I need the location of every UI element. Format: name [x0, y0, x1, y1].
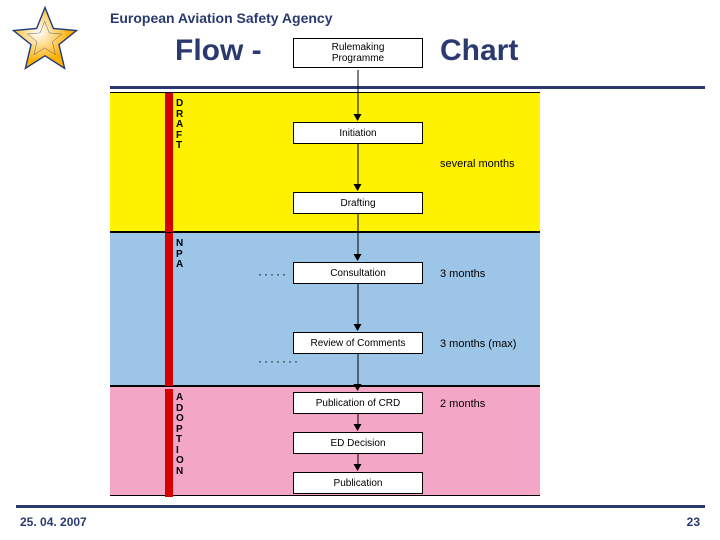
header-rule: [110, 86, 705, 89]
arrow-0: [358, 70, 359, 120]
phase-redbar-draft: [165, 93, 173, 233]
title-left: Flow -: [175, 34, 262, 68]
arrow-3: [358, 284, 359, 330]
phase-label-adopt: A D O P T I O N: [176, 393, 184, 477]
step-box-5: Publication of CRD: [293, 392, 423, 414]
dots-0: ·····: [258, 267, 288, 281]
timing-3: 2 months: [440, 398, 485, 410]
phase-redbar-adopt: [165, 389, 173, 497]
step-box-7: Publication: [293, 472, 423, 494]
title-right: Chart: [440, 34, 518, 68]
phase-band-npa: N P A: [110, 232, 540, 386]
timing-0: several months: [440, 158, 515, 170]
phase-label-npa: N P A: [176, 239, 183, 271]
step-box-2: Drafting: [293, 192, 423, 214]
timing-2: 3 months (max): [440, 338, 516, 350]
footer-rule: [16, 505, 705, 508]
phase-redbar-npa: [165, 233, 173, 387]
step-box-4: Review of Comments: [293, 332, 423, 354]
flowchart-area: D R A F TN P AA D O P T I O NRulemaking …: [110, 92, 540, 496]
step-box-0: Rulemaking Programme: [293, 38, 423, 68]
easa-logo: [10, 4, 80, 74]
arrow-4: [358, 354, 359, 390]
step-box-1: Initiation: [293, 122, 423, 144]
timing-1: 3 months: [440, 268, 485, 280]
footer-date: 25. 04. 2007: [20, 515, 87, 529]
dots-1: ·······: [258, 354, 300, 368]
arrow-6: [358, 454, 359, 470]
step-box-3: Consultation: [293, 262, 423, 284]
arrow-1: [358, 144, 359, 190]
arrow-2: [358, 214, 359, 260]
footer-page: 23: [687, 515, 700, 529]
arrow-5: [358, 414, 359, 430]
step-box-6: ED Decision: [293, 432, 423, 454]
agency-title: European Aviation Safety Agency: [110, 10, 333, 26]
phase-label-draft: D R A F T: [176, 99, 183, 152]
